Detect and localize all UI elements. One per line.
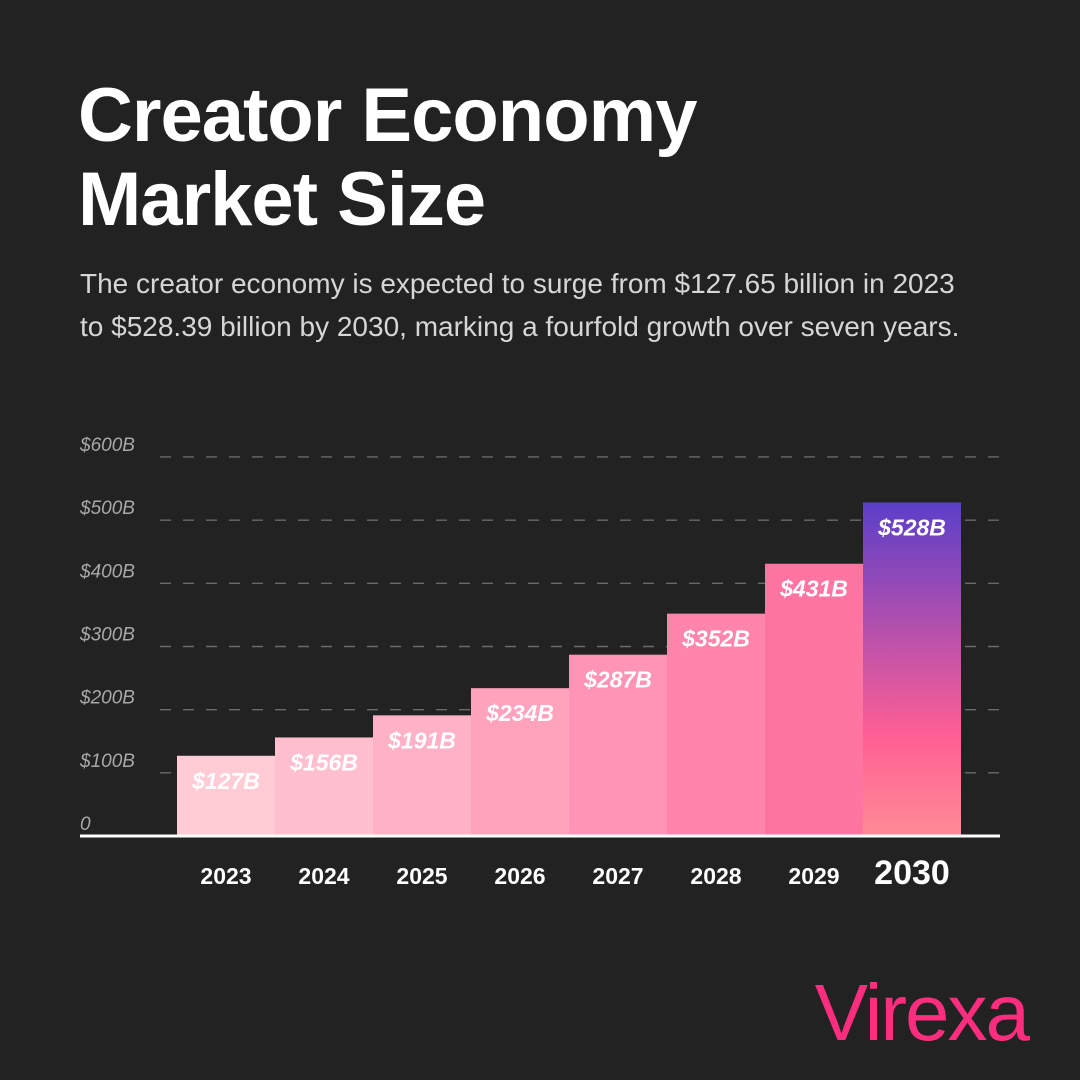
bar-2024: [275, 737, 373, 836]
data-label-2027: $287B: [583, 667, 652, 693]
bar-2027: [569, 654, 667, 836]
chart-title: Creator Economy Market Size: [78, 74, 998, 242]
data-label-2023: $127B: [191, 768, 260, 794]
x-tick-label-2024: 2024: [298, 863, 349, 889]
y-tick-label: $400B: [79, 561, 135, 582]
y-tick-label: $600B: [79, 435, 135, 456]
x-tick-label-2028: 2028: [690, 863, 741, 889]
brand-logo: Virexa: [814, 968, 1030, 1057]
data-label-2024: $156B: [289, 749, 358, 775]
x-axis-ticks: 2023 2024 2025 2026 2027 2028 2029 2030: [200, 854, 949, 892]
chart-title-line2: Market Size: [78, 157, 486, 242]
x-tick-label-2025: 2025: [396, 863, 447, 889]
bar-2030: [863, 502, 961, 836]
bar-2025: [373, 715, 471, 836]
bar-2029: [765, 563, 863, 836]
bar-2023: [177, 755, 275, 836]
bar-2026: [471, 688, 569, 836]
bars: [177, 502, 961, 836]
y-tick-label: $100B: [79, 751, 135, 772]
data-label-2030: $528B: [877, 514, 946, 540]
y-axis-ticks: 0 $100B $200B $300B $400B $500B $600B: [79, 435, 135, 835]
x-tick-label-2029: 2029: [788, 863, 839, 889]
chart-title-line1: Creator Economy: [78, 73, 697, 158]
data-label-2025: $191B: [387, 727, 456, 753]
y-tick-label: $300B: [79, 624, 135, 645]
x-tick-label-2030: 2030: [874, 854, 950, 892]
data-label-2026: $234B: [485, 700, 554, 726]
data-labels: $127B $156B $191B $234B $287B $352B $431B $528B: [191, 514, 946, 793]
data-label-2029: $431B: [779, 576, 848, 602]
bar-2028: [667, 613, 765, 836]
y-tick-label: 0: [80, 814, 91, 835]
chart-subtitle: The creator economy is expected to surge…: [80, 268, 960, 342]
x-tick-label-2027: 2027: [592, 863, 643, 889]
x-tick-label-2023: 2023: [200, 863, 251, 889]
x-tick-label-2026: 2026: [494, 863, 545, 889]
y-tick-label: $500B: [79, 498, 135, 519]
y-tick-label: $200B: [79, 688, 135, 709]
data-label-2028: $352B: [681, 626, 750, 652]
